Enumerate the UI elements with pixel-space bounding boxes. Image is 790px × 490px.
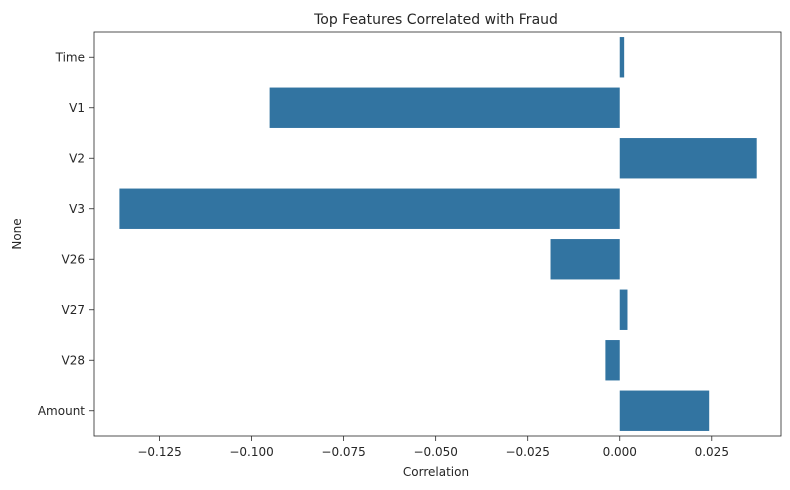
bar-amount <box>619 390 710 431</box>
bar-v28 <box>605 340 620 381</box>
y-tick-label: Amount <box>38 404 85 418</box>
bar-v1 <box>269 87 620 128</box>
bar-v27 <box>619 289 628 330</box>
x-tick-label: 0.000 <box>603 445 637 459</box>
x-axis-ticks: −0.125 −0.100 −0.075 −0.050 −0.025 0.000 0.025 <box>137 436 729 459</box>
bars <box>119 37 757 431</box>
x-tick-label: −0.125 <box>137 445 181 459</box>
y-axis-title: None <box>10 218 24 249</box>
x-tick-label: −0.050 <box>413 445 457 459</box>
bar-time <box>619 37 625 78</box>
y-tick-label: V28 <box>62 353 85 367</box>
y-tick-label: V3 <box>69 202 85 216</box>
chart-title: Top Features Correlated with Fraud <box>313 12 558 28</box>
bar-v2 <box>619 138 757 179</box>
y-axis-ticks: Time V1 V2 V3 V26 V27 V28 Amount <box>38 50 94 418</box>
x-tick-label: −0.100 <box>229 445 273 459</box>
plot-frame <box>93 31 782 437</box>
bar-v3 <box>119 188 620 229</box>
x-tick-label: −0.025 <box>505 445 549 459</box>
x-axis-title: Correlation <box>403 465 469 479</box>
y-tick-label: V2 <box>69 151 85 165</box>
y-tick-label: Time <box>55 50 85 64</box>
bar-v26 <box>550 239 620 280</box>
x-tick-label: −0.075 <box>321 445 365 459</box>
y-tick-label: V26 <box>62 252 85 266</box>
x-tick-label: 0.025 <box>695 445 729 459</box>
y-tick-label: V27 <box>62 303 85 317</box>
y-tick-label: V1 <box>69 101 85 115</box>
